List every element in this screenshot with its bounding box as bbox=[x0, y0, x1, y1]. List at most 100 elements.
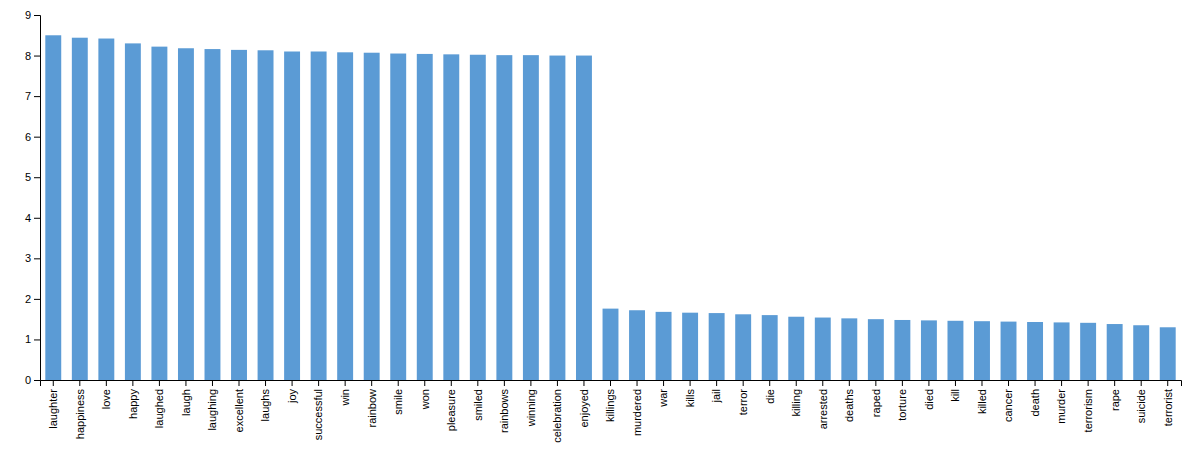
y-tick-label: 9 bbox=[25, 9, 31, 21]
x-tick-label: arrested bbox=[817, 389, 829, 429]
x-tick-label: pleasure bbox=[445, 389, 457, 431]
x-tick-label: happiness bbox=[74, 389, 86, 440]
x-tick-label: suicide bbox=[1135, 389, 1147, 423]
x-tick-label: cancer bbox=[1002, 389, 1014, 422]
bar bbox=[868, 319, 884, 380]
x-tick: died bbox=[923, 380, 935, 410]
x-tick-mark bbox=[212, 380, 213, 386]
x-tick-mark bbox=[265, 380, 266, 386]
x-tick-label: celebration bbox=[551, 389, 563, 443]
x-tick-mark bbox=[398, 380, 399, 386]
bar bbox=[364, 53, 380, 380]
x-tick-mark bbox=[1008, 380, 1009, 386]
bar bbox=[98, 39, 114, 380]
x-tick: murdered bbox=[631, 380, 643, 436]
y-tick-label: 4 bbox=[25, 212, 31, 224]
x-tick-mark bbox=[159, 380, 160, 386]
x-tick: laughed bbox=[153, 380, 165, 428]
y-axis-line bbox=[34, 16, 41, 381]
bar bbox=[311, 52, 327, 381]
x-tick-label: enjoyed bbox=[578, 389, 590, 428]
x-tick-mark bbox=[318, 380, 319, 386]
bars bbox=[45, 35, 1175, 380]
y-tick-label: 3 bbox=[25, 252, 31, 264]
x-tick-mark bbox=[345, 380, 346, 386]
x-tick: death bbox=[1029, 380, 1041, 417]
x-tick-mark bbox=[530, 380, 531, 386]
x-tick-label: war bbox=[657, 389, 669, 408]
bar bbox=[549, 56, 565, 380]
x-tick-label: win bbox=[339, 389, 351, 407]
bar bbox=[151, 47, 167, 380]
x-tick: arrested bbox=[817, 380, 829, 429]
plot: 0123456789laughterhappinesslovehappylaug… bbox=[25, 9, 1182, 443]
y-tick-label: 1 bbox=[25, 333, 31, 345]
bar bbox=[496, 55, 512, 380]
x-tick: deaths bbox=[843, 380, 855, 422]
x-tick: raped bbox=[870, 380, 882, 417]
x-tick-label: laughing bbox=[206, 389, 218, 431]
x-tick: successful bbox=[312, 380, 324, 440]
x-tick: terrorism bbox=[1082, 380, 1094, 432]
x-tick-label: torture bbox=[896, 389, 908, 421]
bar bbox=[974, 321, 990, 380]
x-tick: jail bbox=[710, 380, 722, 403]
x-tick-label: killed bbox=[976, 389, 988, 414]
x-tick-mark bbox=[79, 380, 80, 386]
bar bbox=[390, 54, 406, 380]
x-tick-label: kill bbox=[949, 389, 961, 402]
x-tick-label: laughs bbox=[259, 389, 271, 422]
chart: 0123456789laughterhappinesslovehappylaug… bbox=[0, 0, 1196, 475]
x-tick-label: raped bbox=[870, 389, 882, 417]
bar bbox=[629, 310, 645, 380]
bar bbox=[72, 38, 88, 380]
x-tick-label: excellent bbox=[233, 389, 245, 432]
x-tick: won bbox=[419, 380, 431, 410]
x-tick-mark bbox=[796, 380, 797, 386]
x-tick: murder bbox=[1055, 380, 1067, 424]
x-tick-label: terror bbox=[737, 389, 749, 416]
x-tick: win bbox=[339, 380, 351, 407]
y-tick-mark bbox=[34, 15, 40, 16]
x-tick: rape bbox=[1109, 380, 1121, 411]
y-tick: 9 bbox=[25, 9, 40, 21]
x-tick-mark bbox=[1167, 380, 1168, 386]
bar bbox=[205, 49, 221, 380]
bar bbox=[231, 50, 247, 380]
x-tick-label: love bbox=[100, 389, 112, 409]
x-tick-mark bbox=[743, 380, 744, 386]
x-tick: laughter bbox=[47, 380, 59, 429]
x-tick: joy bbox=[286, 380, 298, 404]
y-tick-label: 8 bbox=[25, 50, 31, 62]
x-tick: cancer bbox=[1002, 380, 1014, 422]
x-tick-label: laugh bbox=[180, 389, 192, 416]
bar bbox=[841, 318, 857, 380]
x-tick-label: deaths bbox=[843, 389, 855, 423]
x-tick: rainbow bbox=[366, 380, 378, 428]
y-tick-mark bbox=[34, 339, 40, 340]
bar bbox=[815, 318, 831, 380]
x-tick-mark bbox=[106, 380, 107, 386]
x-tick: smiled bbox=[472, 380, 484, 421]
x-tick: torture bbox=[896, 380, 908, 421]
bar bbox=[656, 312, 672, 380]
x-tick-mark bbox=[902, 380, 903, 386]
x-tick-mark bbox=[637, 380, 638, 386]
x-tick-label: died bbox=[923, 389, 935, 410]
bar bbox=[284, 52, 300, 381]
x-tick-mark bbox=[292, 380, 293, 386]
x-tick: killed bbox=[976, 380, 988, 414]
x-tick-mark bbox=[1114, 380, 1115, 386]
y-tick-mark bbox=[34, 137, 40, 138]
y-tick-mark bbox=[34, 258, 40, 259]
x-tick: laughs bbox=[259, 380, 271, 421]
y-tick-mark bbox=[34, 56, 40, 57]
bar bbox=[1107, 324, 1123, 380]
bar bbox=[337, 52, 353, 380]
x-tick: smile bbox=[392, 380, 404, 415]
x-tick-mark bbox=[504, 380, 505, 386]
bar bbox=[178, 48, 194, 380]
x-tick-mark bbox=[955, 380, 956, 386]
y-tick-mark bbox=[34, 299, 40, 300]
bar bbox=[1160, 327, 1176, 380]
